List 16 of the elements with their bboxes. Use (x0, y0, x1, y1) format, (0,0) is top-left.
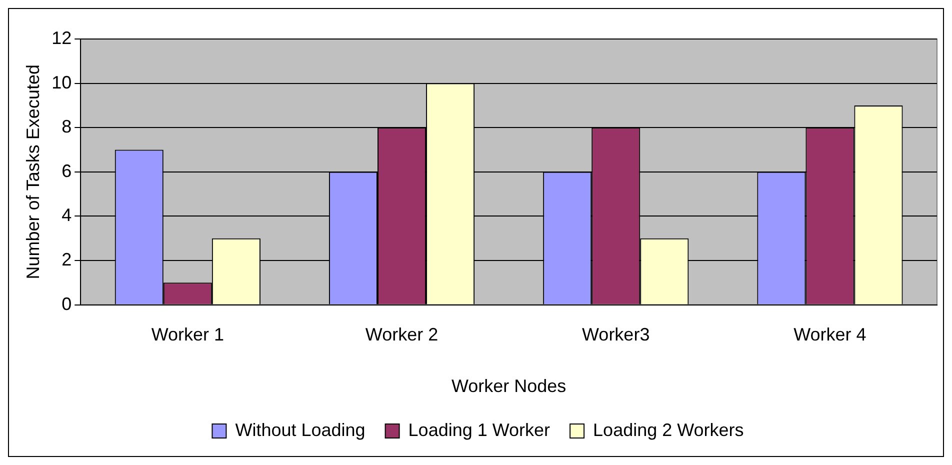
x-tick-label: Worker 1 (151, 324, 224, 345)
y-tick-label: 0 (62, 294, 72, 314)
y-tick-label: 2 (62, 249, 72, 270)
legend-label: Loading 2 Workers (593, 420, 744, 440)
legend-label: Without Loading (235, 420, 366, 440)
x-tick-label: Worker 4 (794, 324, 866, 345)
y-tick-label: 6 (62, 160, 72, 181)
y-tick-label: 8 (62, 116, 72, 137)
y-tick-label: 12 (52, 28, 72, 48)
x-tick-label: Worker 2 (365, 324, 438, 345)
legend-label: Loading 1 Worker (408, 420, 550, 440)
y-axis-title: Number of Tasks Executed (22, 64, 43, 280)
y-tick-label: 4 (62, 205, 72, 226)
x-tick-label: Worker3 (582, 324, 650, 345)
x-axis-title: Worker Nodes (451, 376, 566, 396)
y-tick-label: 10 (52, 72, 72, 92)
